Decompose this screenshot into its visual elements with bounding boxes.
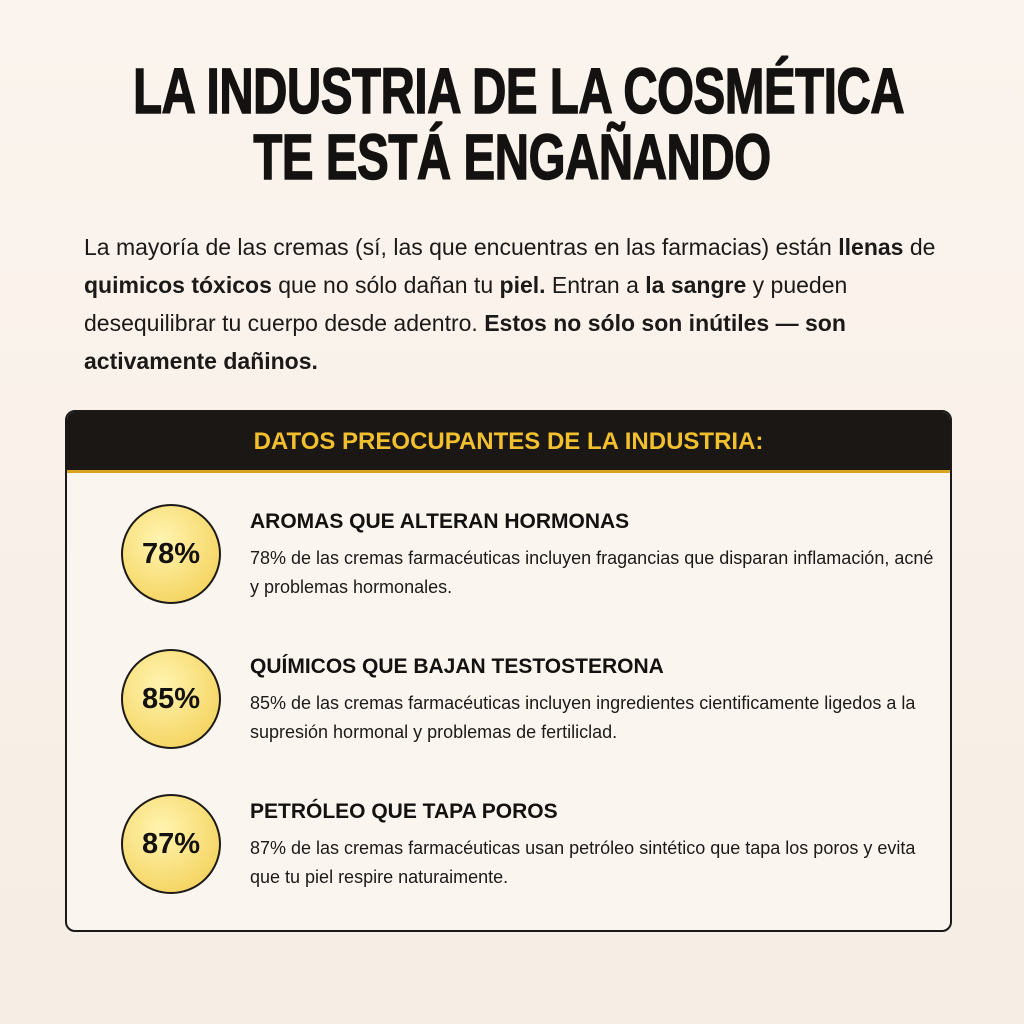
fact-title: QUÍMICOS QUE BAJAN TESTOSTERONA <box>250 655 664 678</box>
title-line: TE ESTÁ ENGAÑANDO <box>253 121 772 193</box>
box-heading: DATOS PREOCUPANTES DE LA INDUSTRIA: <box>67 412 950 473</box>
fact-item: 78% AROMAS QUE ALTERAN HORMONAS 78% de las… <box>67 504 950 614</box>
fact-title: AROMAS QUE ALTERAN HORMONAS <box>250 510 630 533</box>
fact-item: 87% PETRÓLEO QUE TAPA POROS 87% de las cre… <box>67 794 950 904</box>
text: Entran a <box>545 272 646 298</box>
header: LA INDUSTRIA DE LA COSMÉTICA TE ESTÁ ENG… <box>0 55 1024 193</box>
fact-description: 87% de las cremas farmacéuticas usan pet… <box>250 838 916 887</box>
text: La mayoría de las cremas (sí, las que en… <box>84 234 839 260</box>
percent-badge: 85% <box>121 649 221 749</box>
fact-item: 85% QUÍMICOS QUE BAJAN TESTOSTERONA 85% de… <box>67 649 950 759</box>
facts-box: DATOS PREOCUPANTES DE LA INDUSTRIA: 78% A… <box>65 410 952 932</box>
fact-title: PETRÓLEO QUE TAPA POROS <box>250 800 558 823</box>
fact-description: 85% de las cremas farmacéuticas incluyen… <box>250 693 916 742</box>
text: que no sólo dañan tu <box>271 272 500 298</box>
text: y pueden desequilibrar tu cuerpo desde a… <box>84 272 848 336</box>
bold-text: la sangre <box>645 272 747 298</box>
percent-badge: 87% <box>121 794 221 894</box>
fact-description: 78% de las cremas farmacéuticas incluyen… <box>250 548 934 597</box>
percent-badge: 78% <box>121 504 221 604</box>
intro-paragraph: La mayoría de las cremas (sí, las que en… <box>84 228 964 380</box>
bold-text: Estos no sólo son inútiles — son activam… <box>84 310 846 374</box>
bold-text: llenas <box>838 234 904 260</box>
title-line: LA INDUSTRIA DE LA COSMÉTICA <box>133 55 906 127</box>
bold-text: piel. <box>499 272 546 298</box>
bold-text: quimicos tóxicos <box>84 272 272 298</box>
text: de <box>903 234 936 260</box>
